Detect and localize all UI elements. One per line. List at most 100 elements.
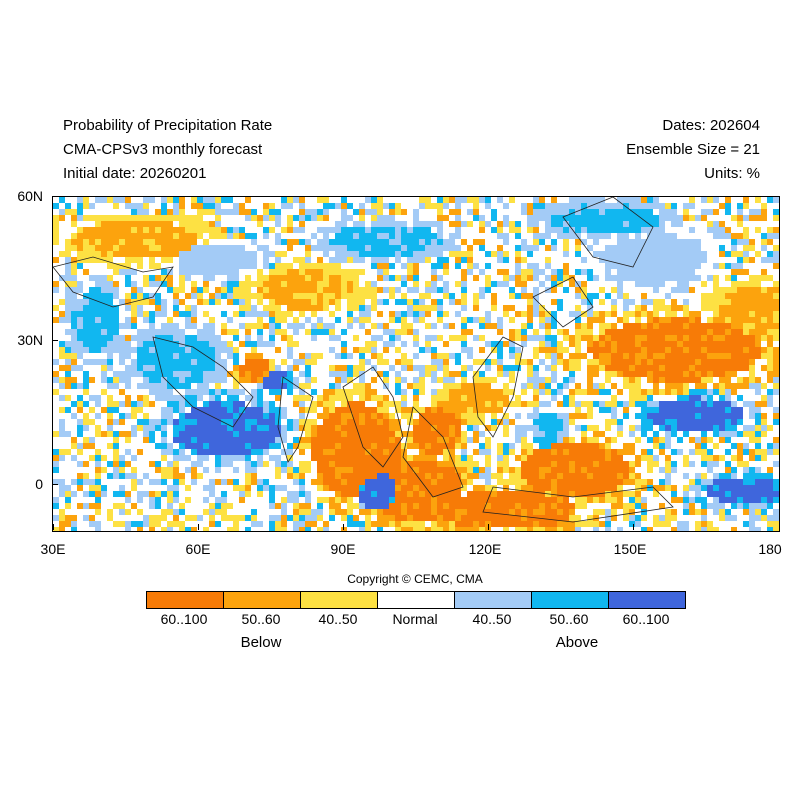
probability-cell <box>623 227 629 233</box>
probability-cell <box>653 413 659 419</box>
probability-cell <box>71 521 77 527</box>
probability-cell <box>341 257 347 263</box>
probability-cell <box>707 323 713 329</box>
probability-cell <box>749 305 755 311</box>
probability-cell <box>257 329 263 335</box>
probability-cell <box>311 425 317 431</box>
probability-cell <box>539 401 545 407</box>
probability-cell <box>623 203 629 209</box>
lon-tick-150e: 150E <box>613 541 647 557</box>
probability-cell <box>299 281 305 287</box>
probability-cell <box>341 461 347 467</box>
probability-cell <box>689 251 695 257</box>
probability-cell <box>119 335 125 341</box>
probability-cell <box>383 233 389 239</box>
probability-cell <box>281 203 287 209</box>
probability-cell <box>449 371 455 377</box>
probability-cell <box>329 509 335 515</box>
probability-cell <box>203 455 209 461</box>
probability-cell <box>521 245 527 251</box>
probability-cell <box>647 389 653 395</box>
probability-cell <box>479 269 485 275</box>
probability-cell <box>623 353 629 359</box>
probability-cell <box>77 449 83 455</box>
probability-cell <box>95 467 101 473</box>
probability-cell <box>443 371 449 377</box>
probability-cell <box>167 233 173 239</box>
probability-cell <box>569 503 575 509</box>
probability-cell <box>635 317 641 323</box>
probability-cell <box>737 269 743 275</box>
probability-cell <box>173 341 179 347</box>
probability-cell <box>371 197 377 203</box>
probability-cell <box>635 389 641 395</box>
probability-cell <box>473 461 479 467</box>
probability-cell <box>665 239 671 245</box>
probability-cell <box>497 449 503 455</box>
probability-cell <box>359 437 365 443</box>
probability-cell <box>329 437 335 443</box>
probability-cell <box>617 431 623 437</box>
probability-cell <box>221 401 227 407</box>
probability-cell <box>473 467 479 473</box>
probability-cell <box>461 437 467 443</box>
probability-cell <box>227 263 233 269</box>
probability-cell <box>527 269 533 275</box>
probability-cell <box>689 239 695 245</box>
probability-cell <box>629 335 635 341</box>
probability-cell <box>125 413 131 419</box>
probability-cell <box>731 365 737 371</box>
probability-cell <box>353 287 359 293</box>
probability-cell <box>365 455 371 461</box>
probability-cell <box>221 425 227 431</box>
probability-cell <box>731 353 737 359</box>
probability-cell <box>731 275 737 281</box>
probability-cell <box>95 503 101 509</box>
probability-cell <box>413 317 419 323</box>
probability-cell <box>257 287 263 293</box>
probability-cell <box>95 323 101 329</box>
probability-cell <box>413 479 419 485</box>
probability-cell <box>119 503 125 509</box>
probability-cell <box>317 515 323 521</box>
probability-cell <box>329 473 335 479</box>
probability-cell <box>437 497 443 503</box>
probability-cell <box>593 335 599 341</box>
probability-cell <box>329 503 335 509</box>
probability-cell <box>287 383 293 389</box>
probability-cell <box>515 395 521 401</box>
probability-cell <box>653 371 659 377</box>
probability-cell <box>401 407 407 413</box>
probability-cell <box>341 443 347 449</box>
probability-cell <box>329 401 335 407</box>
probability-cell <box>767 347 773 353</box>
probability-cell <box>623 479 629 485</box>
probability-cell <box>359 455 365 461</box>
probability-cell <box>467 503 473 509</box>
probability-cell <box>185 233 191 239</box>
probability-cell <box>761 449 767 455</box>
probability-cell <box>191 287 197 293</box>
probability-cell <box>353 245 359 251</box>
probability-cell <box>275 221 281 227</box>
probability-cell <box>605 461 611 467</box>
probability-cell <box>449 473 455 479</box>
probability-cell <box>749 473 755 479</box>
probability-cell <box>413 473 419 479</box>
probability-cell <box>479 491 485 497</box>
probability-cell <box>557 461 563 467</box>
probability-cell <box>749 353 755 359</box>
probability-cell <box>347 293 353 299</box>
probability-cell <box>101 215 107 221</box>
probability-cell <box>713 197 719 203</box>
probability-cell <box>755 443 761 449</box>
probability-cell <box>155 461 161 467</box>
probability-cell <box>497 281 503 287</box>
probability-cell <box>119 401 125 407</box>
probability-cell <box>281 317 287 323</box>
probability-cell <box>149 215 155 221</box>
probability-cell <box>155 329 161 335</box>
probability-cell <box>599 479 605 485</box>
probability-cell <box>731 263 737 269</box>
probability-cell <box>515 347 521 353</box>
